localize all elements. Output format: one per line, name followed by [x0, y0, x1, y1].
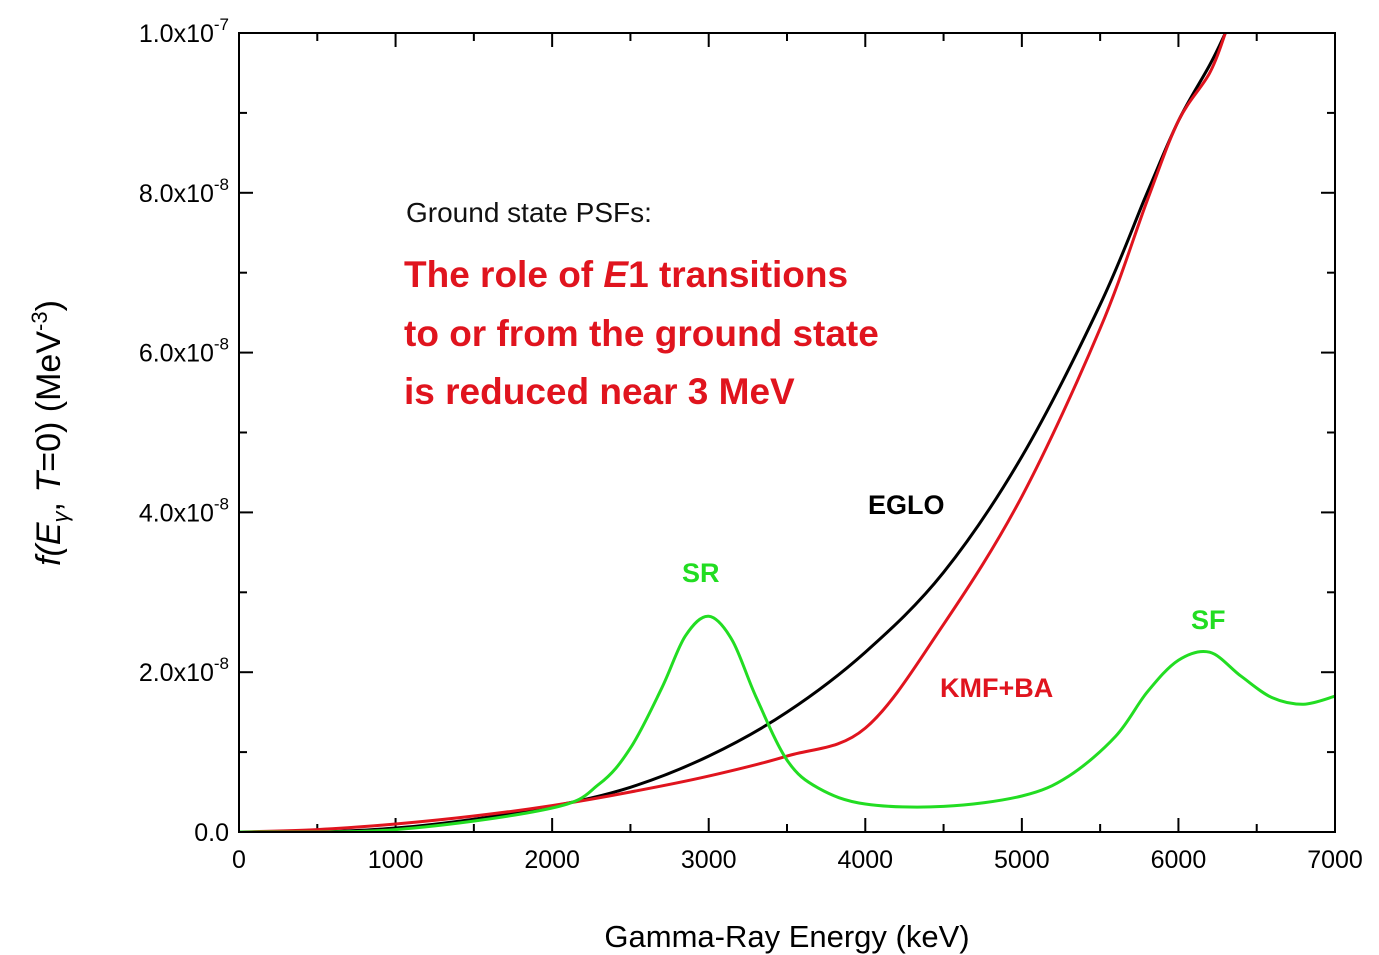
annotation-heading: Ground state PSFs:	[406, 197, 652, 228]
y-tick-label: 6.0x10-8	[139, 335, 229, 368]
y-tick-label: 4.0x10-8	[139, 494, 229, 527]
ylabel-gamma: γ	[48, 509, 73, 522]
annotation-line-2: to or from the ground state	[404, 313, 879, 354]
x-tick-label: 2000	[524, 846, 580, 874]
ylabel-suffix: =0) (MeV	[30, 331, 68, 472]
series-label-eglo: EGLO	[868, 490, 945, 520]
x-tick-label: 7000	[1307, 846, 1363, 874]
annotation-line-1: The role of E1 transitions	[404, 254, 848, 295]
annotation-line-1c: 1 transitions	[628, 254, 848, 295]
ylabel-t: T	[30, 470, 68, 493]
ylabel-close: )	[30, 300, 68, 311]
y-tick-label: 0.0	[194, 819, 229, 847]
series-line-1	[239, 33, 1227, 832]
series-line-0	[239, 33, 1227, 832]
x-axis-title: Gamma-Ray Energy (keV)	[604, 919, 969, 954]
series-layer	[239, 33, 1335, 832]
x-tick-label: 4000	[837, 846, 893, 874]
x-tick-label: 0	[232, 846, 246, 874]
series-label-sr: SR	[682, 558, 720, 588]
annotation-line-3: is reduced near 3 MeV	[404, 371, 795, 412]
ylabel-sep: ,	[30, 493, 68, 512]
series-label-sf: SF	[1191, 605, 1226, 635]
y-tick-labels: 0.0 2.0x10-8 4.0x10-8 6.0x10-8 8.0x10-8 1.0x1…	[139, 15, 229, 847]
ylabel-e: E	[30, 522, 68, 545]
x-tick-labels: 0 1000 2000 3000 4000 5000 6000 7000	[232, 846, 1363, 874]
x-tick-label: 5000	[994, 846, 1050, 874]
series-line-2	[239, 614, 1335, 832]
x-tick-label: 3000	[681, 846, 737, 874]
y-tick-label: 8.0x10-8	[139, 175, 229, 208]
x-tick-label: 1000	[368, 846, 424, 874]
ylabel-exp: -3	[27, 311, 52, 331]
ylabel-prefix: f(	[30, 541, 68, 565]
annotation-line-1a: The role of	[404, 254, 603, 295]
x-tick-label: 6000	[1151, 846, 1207, 874]
y-tick-label: 1.0x10-7	[139, 15, 229, 48]
ticks	[238, 32, 1336, 833]
y-axis-title: f(Eγ, T=0) (MeV-3)	[27, 300, 73, 566]
plot-frame	[238, 32, 1336, 833]
y-tick-label: 2.0x10-8	[139, 654, 229, 687]
series-label-kmfba: KMF+BA	[940, 673, 1053, 703]
annotation-line-1b: E	[603, 254, 629, 295]
